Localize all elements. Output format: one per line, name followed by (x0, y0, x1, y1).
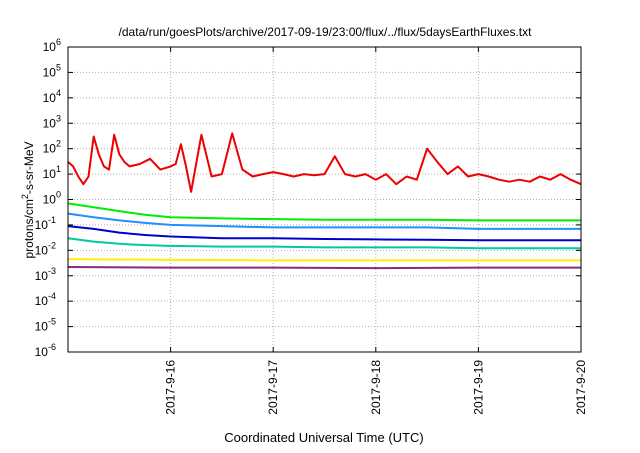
y-tick-exponent: 5 (56, 62, 61, 72)
series-line-2 (67, 212, 581, 230)
series-group (67, 132, 582, 270)
y-tick-base: 10 (35, 269, 49, 283)
plot-frame (67, 46, 582, 353)
y-tick-label: 106 (43, 37, 61, 54)
y-tick-label: 103 (43, 113, 61, 130)
series-line-3 (67, 225, 581, 242)
series-line-4 (67, 237, 581, 250)
y-tick-exponent: -4 (48, 291, 56, 301)
y-tick-base: 10 (43, 116, 57, 130)
y-tick-label: 102 (43, 139, 61, 156)
y-tick-base: 10 (35, 320, 49, 334)
y-tick-base: 10 (35, 294, 49, 308)
y-tick-label: 104 (43, 88, 61, 105)
x-tick-label: 2017-9-19 (471, 360, 485, 415)
y-tick-label: 10-3 (35, 266, 56, 283)
y-tick-label: 10-2 (35, 240, 56, 257)
y-axis-label-suffix: -s-sr-MeV (22, 141, 36, 194)
series-line-6 (67, 266, 581, 270)
x-axis-label: Coordinated Universal Time (UTC) (224, 430, 423, 445)
x-tick-label: 2017-9-17 (266, 360, 280, 415)
y-ticks: 10610510410310210110010-110-210-310-410-… (35, 37, 581, 359)
y-tick-base: 10 (43, 167, 57, 181)
y-tick-base: 10 (43, 142, 57, 156)
y-tick-label: 100 (43, 190, 61, 207)
x-tick-label: 2017-9-20 (574, 360, 588, 415)
y-tick-label: 10-5 (35, 317, 56, 334)
x-tick-label: 2017-9-16 (164, 360, 178, 415)
y-axis-label: protons/cm2-s-sr-MeV (20, 141, 36, 258)
y-tick-label: 10-6 (35, 342, 56, 359)
x-ticks: 2017-9-16 2017-9-17 2017-9-18 2017-9-19 2017… (164, 47, 588, 415)
y-tick-base: 10 (35, 345, 49, 359)
y-tick-label: 10-4 (35, 291, 56, 308)
y-tick-exponent: 1 (56, 164, 61, 174)
y-tick-base: 10 (43, 91, 57, 105)
series-line-5 (67, 258, 581, 262)
series-line-0 (67, 132, 582, 193)
x-tick-label: 2017-9-18 (369, 360, 383, 415)
y-tick-exponent: -1 (48, 215, 56, 225)
chart-title: /data/run/goesPlots/archive/2017-09-19/2… (119, 25, 533, 39)
y-tick-base: 10 (43, 193, 57, 207)
y-tick-exponent: 6 (56, 37, 61, 47)
y-tick-label: 10-1 (35, 215, 56, 232)
y-tick-exponent: -5 (48, 317, 56, 327)
y-tick-base: 10 (43, 40, 57, 54)
y-tick-exponent: 4 (56, 88, 61, 98)
y-axis-label-prefix: protons/cm (22, 199, 36, 258)
grid (68, 47, 581, 352)
y-tick-label: 105 (43, 62, 61, 79)
y-tick-exponent: 3 (56, 113, 61, 123)
y-tick-exponent: -2 (48, 240, 56, 250)
y-tick-base: 10 (43, 65, 57, 79)
series-line-1 (67, 202, 581, 222)
y-tick-base: 10 (35, 243, 49, 257)
y-tick-label: 101 (43, 164, 61, 181)
y-tick-exponent: 0 (56, 190, 61, 200)
y-tick-base: 10 (35, 218, 49, 232)
y-tick-exponent: -3 (48, 266, 56, 276)
y-tick-exponent: 2 (56, 139, 61, 149)
y-tick-exponent: -6 (48, 342, 56, 352)
y-axis-label-sup: 2 (20, 194, 30, 199)
